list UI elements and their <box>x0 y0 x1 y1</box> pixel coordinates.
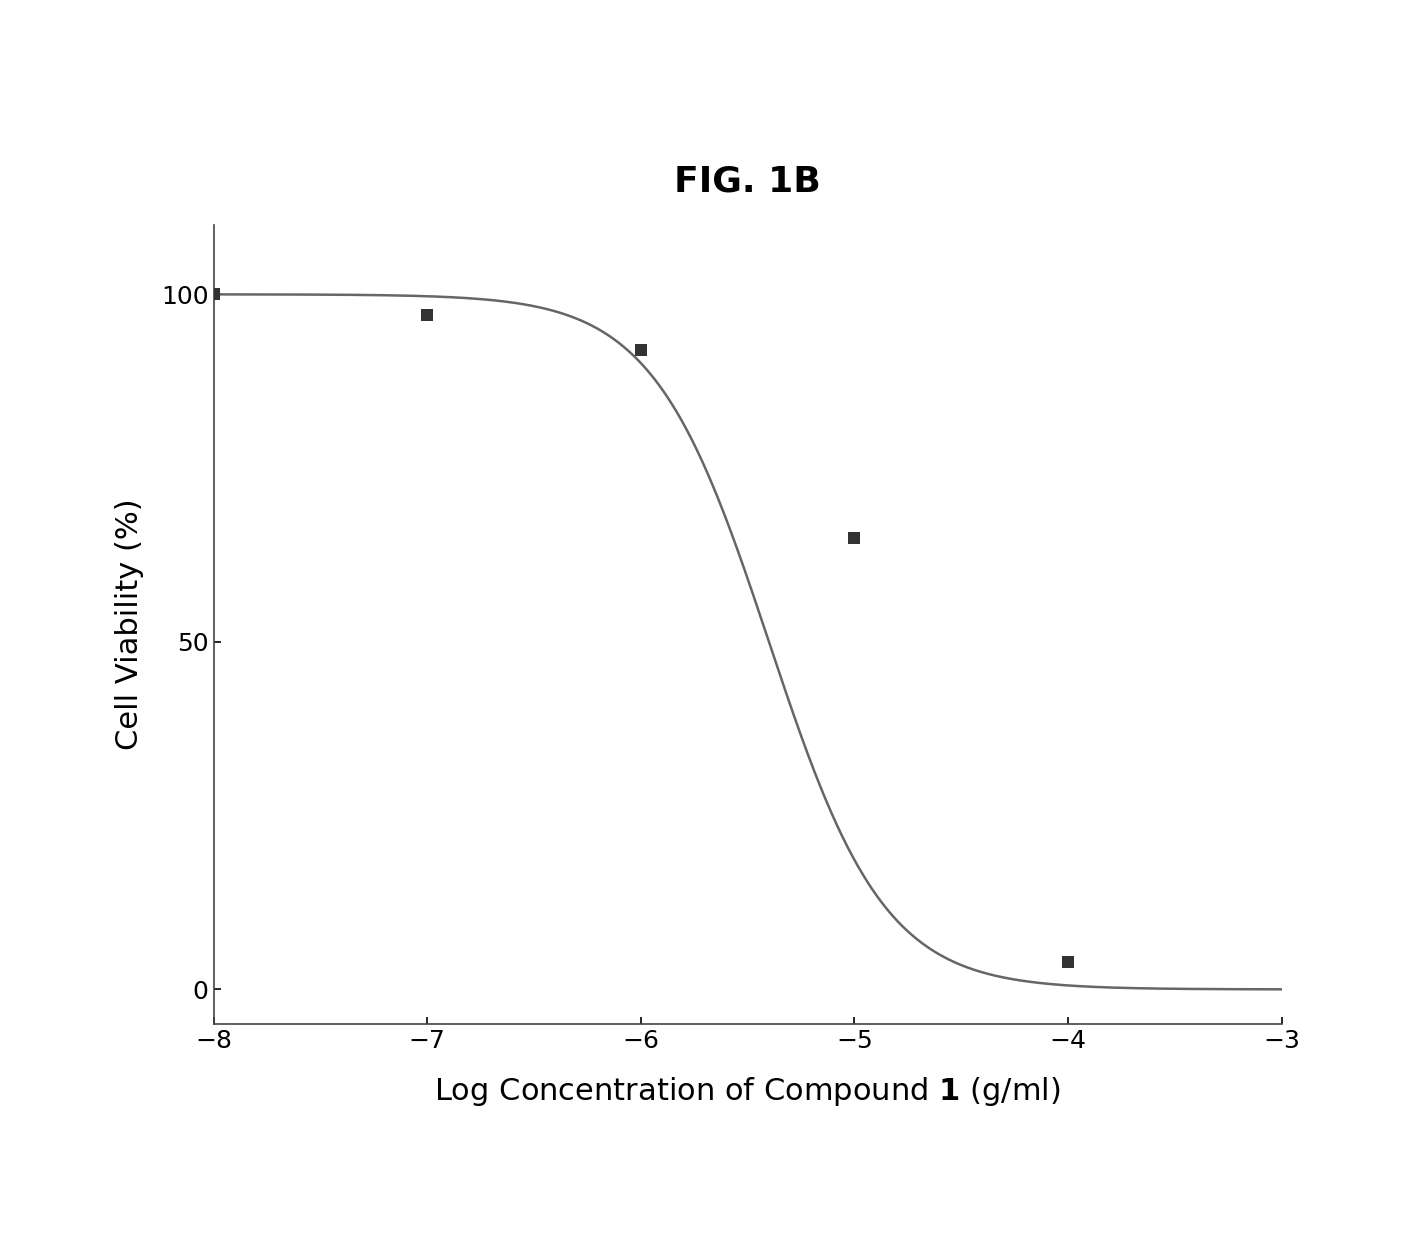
Y-axis label: Cell Viability (%): Cell Viability (%) <box>115 498 144 751</box>
Title: FIG. 1B: FIG. 1B <box>674 165 822 199</box>
X-axis label: Log Concentration of Compound $\mathbf{1}$ (g/ml): Log Concentration of Compound $\mathbf{1… <box>434 1075 1061 1108</box>
